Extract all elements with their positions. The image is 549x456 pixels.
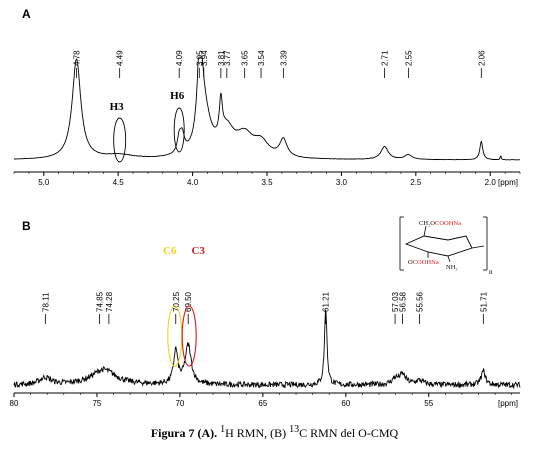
- caption-mid: H RMN, (B): [225, 426, 287, 440]
- glucosamine-ring: [404, 235, 473, 257]
- peak-label: 2.55: [404, 50, 413, 66]
- caption-rest: C RMN del O-CMQ: [299, 426, 399, 440]
- x-tick-label: 4.5: [113, 178, 125, 187]
- caption-sup1: 1: [220, 424, 226, 435]
- figure-caption: Figura 7 (A). 1H RMN, (B) 13C RMN del O-…: [0, 424, 549, 441]
- peak-label: 70.25: [172, 291, 181, 312]
- spectrum-line: [13, 57, 521, 161]
- x-tick-label: 5.0: [38, 178, 50, 187]
- peak-label: 78.11: [41, 292, 50, 312]
- peak-label: 2.71: [381, 50, 390, 66]
- x-unit-label: [ppm]: [498, 399, 518, 408]
- peak-label: 74.28: [105, 291, 114, 312]
- annotation-label: C6: [163, 245, 177, 257]
- c6-substituent-group: COOHNa: [435, 220, 461, 227]
- peak-label: 3.39: [279, 50, 288, 66]
- caption-sup2: 13: [289, 424, 300, 435]
- c6-bond: [423, 225, 427, 237]
- peak-label: 55.56: [415, 291, 424, 312]
- peak-label: 3.95: [195, 50, 204, 66]
- panel-label-b: B: [22, 219, 31, 233]
- annotation-label: H6: [170, 90, 185, 102]
- x-tick-label: 75: [92, 399, 101, 408]
- caption-bold: Figura 7 (A).: [150, 426, 218, 440]
- x-tick-label: 70: [175, 399, 184, 408]
- c3-substituent-o: O: [408, 259, 413, 266]
- peak-label: 3.77: [223, 50, 232, 66]
- peak-label: 57.03: [391, 291, 400, 312]
- peak-label: 61.21: [322, 291, 331, 312]
- repeat-n-label: n: [489, 268, 493, 276]
- annotation-label: H3: [110, 101, 125, 113]
- x-unit-label: [ppm]: [498, 178, 518, 187]
- x-tick-label: 4.0: [187, 178, 199, 187]
- annotation-ellipse: [181, 305, 197, 367]
- peak-label: 4.78: [73, 50, 82, 66]
- annotation-label: C3: [191, 245, 205, 257]
- peak-label: 69.50: [184, 291, 193, 312]
- peak-label: 74.85: [95, 291, 104, 312]
- x-tick-label: 3.5: [261, 178, 273, 187]
- x-tick-label: 80: [10, 399, 19, 408]
- panel-label-a: A: [22, 7, 31, 21]
- peak-label: 4.49: [116, 50, 125, 66]
- amine-label: NH₂: [446, 264, 458, 271]
- c3-substituent: OCOOHNa: [408, 259, 439, 266]
- peak-label: 3.81: [217, 50, 226, 66]
- x-tick-label: 2.0: [485, 178, 497, 187]
- peak-label: 3.65: [241, 50, 250, 66]
- peak-label: 3.94: [200, 50, 209, 66]
- peak-label: 51.71: [479, 291, 488, 312]
- peak-label: 56.58: [399, 291, 408, 312]
- x-tick-label: 3.0: [336, 178, 348, 187]
- x-tick-label: 65: [258, 399, 267, 408]
- x-tick-label: 55: [424, 399, 433, 408]
- annotation-ellipse: [113, 117, 127, 163]
- peak-label: 3.54: [257, 50, 266, 66]
- c6-substituent: CH₂OCOOHNa: [419, 220, 461, 227]
- amine-bond: [447, 255, 451, 263]
- spectrum-b: 80 75 70 65 60 55 [ppm] 78.11 74.85 74.28 70.25 69.…: [10, 245, 521, 408]
- c6-substituent-ch2o: CH₂O: [419, 220, 435, 227]
- annotation-ellipse: [167, 305, 183, 367]
- glycosidic-bond: [471, 245, 485, 249]
- annotation-ellipse: [173, 107, 185, 153]
- x-tick-label: 60: [341, 399, 350, 408]
- peak-label: 4.09: [175, 50, 184, 66]
- c3-substituent-group: COOHNa: [413, 259, 439, 266]
- peak-label: 2.06: [477, 50, 486, 66]
- spectrum-line: [13, 309, 521, 390]
- x-tick-label: 2.5: [410, 178, 422, 187]
- spectrum-a: 5.0 4.5 4.0 3.5 3.0 2.5 2.0 [ppm] 4.78 4.49 4.09 3.…: [13, 50, 521, 187]
